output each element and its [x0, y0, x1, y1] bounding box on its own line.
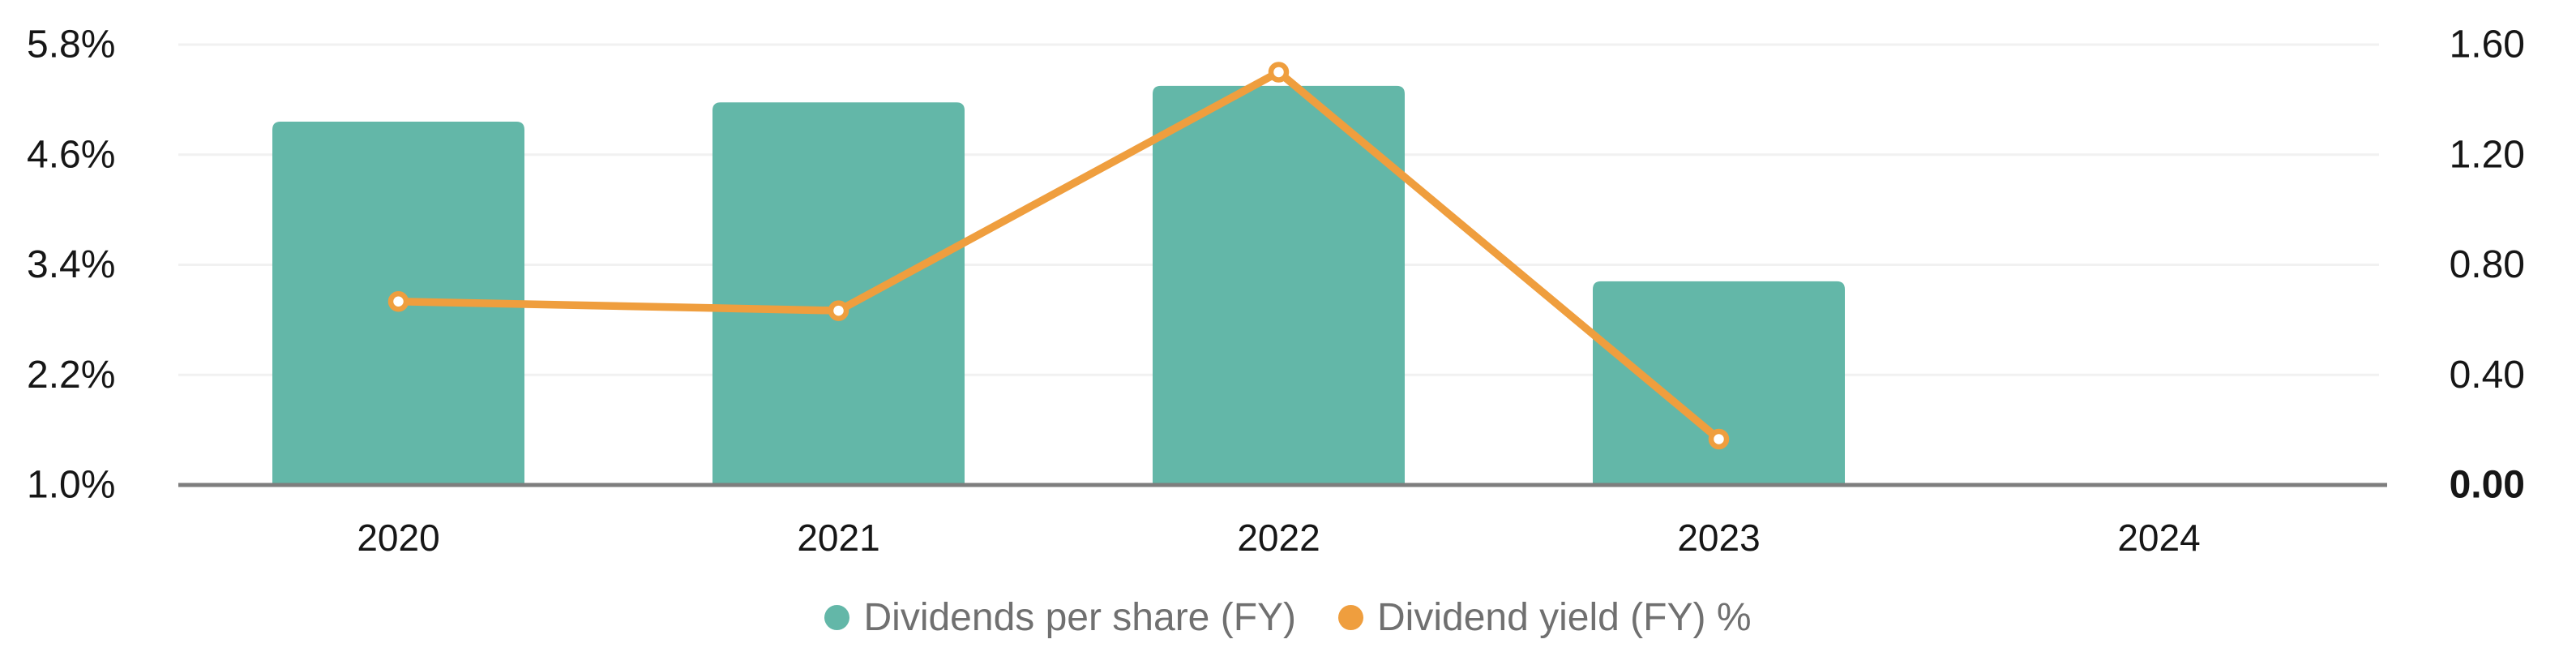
x-axis-label-2022: 2022 — [1237, 517, 1320, 559]
dividends-chart: 5.8% 1.60 4.6% 1.20 3.4% 0.80 2.2% 0.40 1.0% 0.00… — [27, 24, 2525, 560]
right-axis-tick: 1.60 — [2450, 24, 2525, 66]
right-axis-tick: 0.00 — [2450, 464, 2525, 507]
yield-point-2023[interactable] — [1708, 428, 1730, 450]
left-axis-tick: 5.8% — [27, 24, 115, 66]
yield-point-2021[interactable] — [828, 300, 849, 321]
right-axis-tick: 1.20 — [2450, 133, 2525, 176]
right-axis-tick: 0.40 — [2450, 354, 2525, 397]
right-axis-tick: 0.80 — [2450, 243, 2525, 286]
left-axis-tick: 3.4% — [27, 243, 115, 286]
legend-item-dividend-yield[interactable]: Dividend yield (FY) % — [1338, 595, 1752, 640]
bar-2021[interactable] — [712, 102, 965, 486]
legend-dot-icon — [1338, 605, 1364, 630]
bar-2022[interactable] — [1153, 85, 1405, 485]
left-axis-tick: 1.0% — [27, 464, 115, 507]
bar-2023[interactable] — [1593, 281, 1845, 485]
legend-item-dividends-per-share[interactable]: Dividends per share (FY) — [824, 595, 1296, 640]
x-axis-label-2023: 2023 — [1677, 517, 1760, 559]
legend-dot-icon — [824, 605, 850, 630]
left-axis-tick: 2.2% — [27, 354, 115, 397]
chart-legend: Dividends per share (FY) Dividend yield (… — [0, 595, 2576, 640]
yield-point-2022[interactable] — [1268, 62, 1290, 83]
legend-label: Dividends per share (FY) — [863, 596, 1297, 639]
x-axis-label-2021: 2021 — [797, 517, 879, 559]
legend-label: Dividend yield (FY) % — [1377, 596, 1752, 639]
x-axis-label-2020: 2020 — [357, 517, 439, 559]
left-axis-tick: 4.6% — [27, 133, 115, 176]
x-axis-label-2024: 2024 — [2117, 517, 2200, 559]
yield-point-2020[interactable] — [387, 291, 409, 312]
dividend-yield-line — [394, 68, 1723, 444]
